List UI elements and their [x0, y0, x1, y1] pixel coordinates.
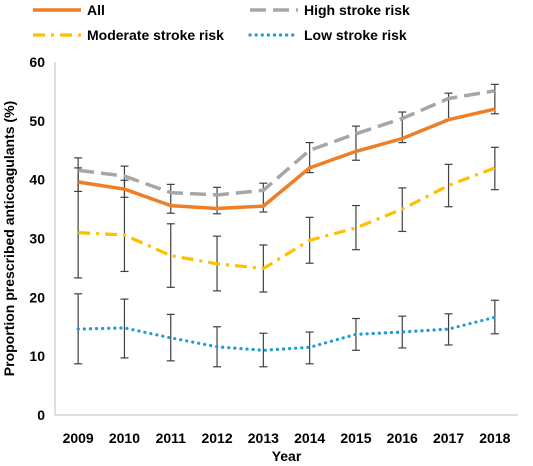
x-tick-label: 2009 [63, 430, 94, 446]
series-line-all [77, 107, 496, 211]
x-tick-label: 2016 [387, 430, 418, 446]
x-axis-title: Year [272, 448, 302, 464]
y-axis-title: Proportion prescribed anticoagulants (%) [1, 101, 17, 376]
x-tick-label: 2013 [248, 430, 279, 446]
y-tick-label: 50 [29, 113, 45, 129]
x-tick-label: 2010 [109, 430, 140, 446]
y-tick-label: 0 [37, 407, 45, 423]
axes [54, 62, 518, 416]
y-tick-label: 30 [29, 231, 45, 247]
x-tick-label: 2018 [479, 430, 510, 446]
legend-label: High stroke risk [304, 2, 410, 18]
y-tick-label: 60 [29, 54, 45, 70]
series-line-low-stroke-risk [76, 315, 497, 352]
legend-label: Low stroke risk [304, 27, 407, 43]
y-tick-label: 20 [29, 289, 45, 305]
y-tick-label: 10 [29, 348, 45, 364]
series-line-moderate-stroke-risk [78, 166, 496, 271]
x-tick-label: 2015 [340, 430, 371, 446]
x-tick-label: 2017 [433, 430, 464, 446]
x-tick-label: 2014 [294, 430, 325, 446]
legend-label: Moderate stroke risk [87, 27, 224, 43]
x-tick-label: 2011 [156, 430, 187, 446]
series-lines [76, 89, 497, 352]
axis-labels: 0 10 20 30 40 50 60 2009 2010 2011 2012 2013 2014 201… [1, 54, 511, 464]
series-line-high-stroke-risk [77, 89, 496, 197]
legend: All High stroke risk Moderate stroke risk L… [33, 2, 410, 43]
x-tick-label: 2012 [201, 430, 232, 446]
legend-label: All [87, 2, 105, 18]
y-tick-label: 40 [29, 172, 45, 188]
